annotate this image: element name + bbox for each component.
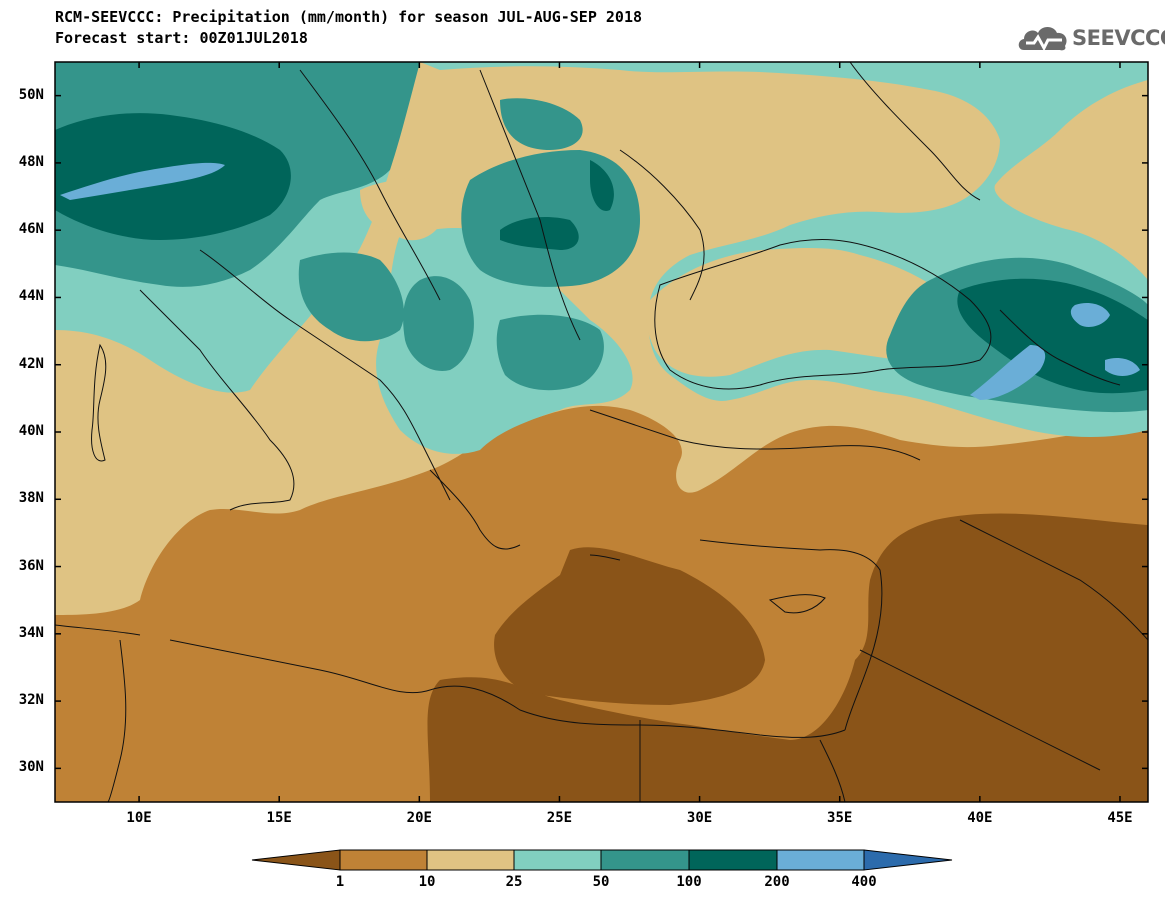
colorbar-swatch-5: [688, 849, 778, 871]
forecast-start-label: Forecast start: 00Z01JUL2018: [55, 29, 308, 47]
lon-label: 15E: [266, 810, 292, 826]
colorbar-label: 50: [592, 874, 610, 890]
colorbar-swatch-4: [600, 849, 690, 871]
colorbar-label: 10: [418, 874, 436, 890]
field-400-plus: [60, 162, 1140, 400]
colorbar-upper-triangle: [863, 849, 953, 871]
cloud-icon: [1018, 27, 1067, 52]
lon-label: 25E: [546, 810, 573, 826]
lat-label: 50N: [18, 86, 44, 103]
colorbar-swatch-3: [513, 849, 602, 871]
lon-label: 20E: [406, 810, 432, 826]
lat-label: 46N: [18, 221, 44, 238]
colorbar-label: 200: [764, 874, 790, 890]
lat-label: 36N: [18, 557, 44, 574]
lat-label: 40N: [18, 423, 44, 439]
colorbar-label: 25: [505, 874, 523, 890]
lat-label: 34N: [18, 624, 44, 641]
field-sand-hungary: [360, 178, 453, 241]
chart-title: RCM-SEEVCCC: Precipitation (mm/month) fo…: [55, 8, 642, 26]
colorbar-swatch-2: [426, 849, 515, 871]
lat-label: 42N: [18, 355, 44, 372]
lat-label: 32N: [18, 692, 44, 709]
colorbar-label: 1: [335, 874, 345, 890]
field-1-10-sea: [494, 547, 765, 705]
field-sand-ukraine: [995, 90, 1148, 265]
field-100-200: [55, 62, 1148, 413]
lon-label: 45E: [1107, 810, 1133, 826]
map-field: [55, 62, 1148, 802]
lon-label: 35E: [827, 810, 853, 826]
logo-text: SEEVCCC: [1072, 26, 1165, 50]
colorbar-label: 400: [851, 874, 877, 890]
lat-label: 48N: [18, 153, 44, 170]
lon-label: 10E: [126, 810, 152, 826]
seevccc-logo: SEEVCCC: [1016, 20, 1165, 58]
colorbar: [251, 849, 953, 871]
coastlines: [55, 62, 1148, 802]
axis-ticks: [55, 62, 1148, 802]
colorbar-swatch-1: [339, 849, 428, 871]
lon-label: 40E: [967, 810, 993, 826]
lon-label: 30E: [686, 810, 713, 826]
lat-label: 44N: [18, 288, 44, 305]
colorbar-label: 100: [676, 874, 702, 890]
lat-label: 38N: [18, 490, 44, 507]
colorbar-lower-triangle: [251, 849, 341, 871]
lat-label: 30N: [18, 759, 44, 776]
colorbar-swatch-6: [776, 849, 865, 871]
